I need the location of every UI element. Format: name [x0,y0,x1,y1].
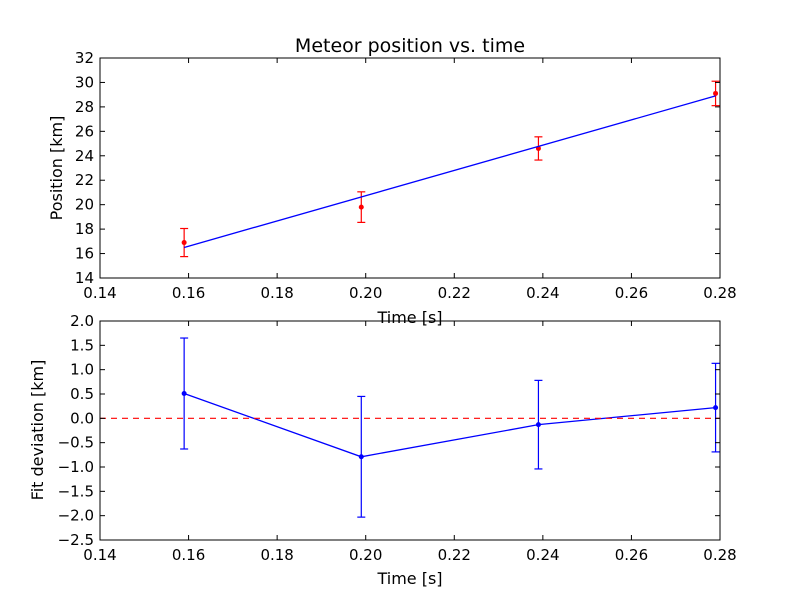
y-tick-label: 1.5 [70,336,94,354]
x-tick-label: 0.18 [260,284,293,302]
x-axis-label: Time [s] [376,308,442,327]
position-chart: Meteor position vs. time Time [s] Positi… [47,35,737,327]
y-tick-label: −1.5 [58,482,94,500]
x-tick-label: 0.24 [526,284,559,302]
deviation-line [183,392,716,458]
plot-frame [99,57,721,279]
fit-deviation-chart: Time [s] Fit deviation [km] 0.14 0.16 0.18… [28,312,737,588]
x-tick-label: 0.16 [172,284,205,302]
fit-line [183,95,716,249]
y-tick-label: 0.0 [70,409,94,427]
y-tick-label: 22 [75,171,94,189]
x-tick-label: 0.16 [172,546,205,564]
y-tick-label: −2.5 [58,531,94,549]
data-point [535,422,541,428]
y-tick-label: 0.5 [70,385,94,403]
y-tick-label: −2.0 [58,507,94,525]
x-tick-label: 0.28 [703,546,736,564]
data-point [358,204,364,210]
series-0 [180,80,720,258]
y-tick-label: 14 [75,269,94,287]
x-tick-label: 0.18 [260,546,293,564]
x-tick-label: 0.28 [703,284,736,302]
series-0 [180,337,720,518]
data-point [181,240,187,246]
y-tick-label: 2.0 [70,312,94,330]
x-tick-label: 0.26 [615,546,648,564]
y-tick-label: 26 [75,122,94,140]
chart-title: Meteor position vs. time [295,35,525,57]
y-tick-label: 20 [75,196,94,214]
x-tick-label: 0.14 [83,284,116,302]
plot-frame [99,320,721,541]
y-tick-label: 28 [75,98,94,116]
y-tick-label: 16 [75,245,94,263]
y-tick-label: 1.0 [70,361,94,379]
y-axis-label: Fit deviation [km] [28,360,47,501]
x-tick-label: 0.20 [349,546,382,564]
data-point [181,391,187,397]
x-tick-label: 0.14 [83,546,116,564]
y-tick-label: 24 [75,147,94,165]
y-tick-label: 18 [75,220,94,238]
x-tick-label: 0.20 [349,284,382,302]
y-tick-label: −1.0 [58,458,94,476]
data-point [713,90,719,96]
data-point [713,405,719,411]
x-axis-label: Time [s] [376,569,442,588]
x-tick-label: 0.22 [438,284,471,302]
y-tick-label: 30 [75,73,94,91]
y-tick-label: 32 [75,49,94,67]
y-tick-label: −0.5 [58,434,94,452]
y-axis-label: Position [km] [47,116,66,221]
x-tick-label: 0.22 [438,546,471,564]
series-1 [183,95,716,249]
x-tick-label: 0.26 [615,284,648,302]
x-tick-label: 0.24 [526,546,559,564]
data-point [358,454,364,460]
